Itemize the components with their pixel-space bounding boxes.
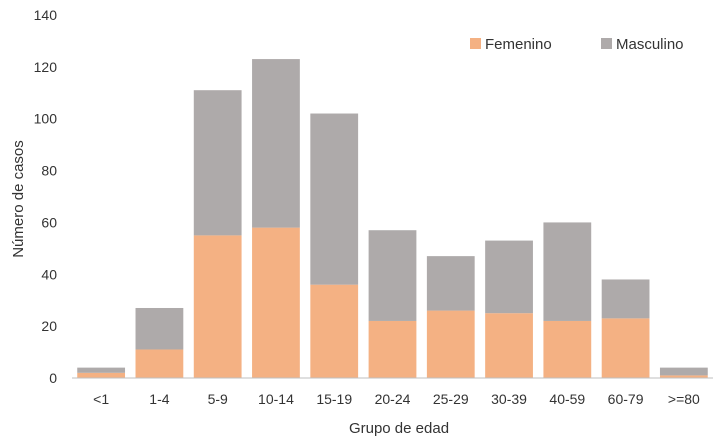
bar-femenino-8 (543, 320, 592, 378)
bar-masculino-6 (426, 256, 475, 311)
bar-masculino-3 (252, 59, 300, 228)
bar-masculino-2 (193, 90, 242, 236)
x-tick-label: 30-39 (491, 391, 527, 407)
y-axis-title: Número de casos (10, 140, 27, 258)
y-tick-label: 60 (41, 214, 57, 230)
bar-masculino-8 (543, 222, 592, 321)
bar-masculino-10 (659, 367, 708, 376)
bar-masculino-5 (368, 230, 417, 321)
x-tick-label: >=80 (668, 391, 700, 407)
legend-label-femenino: Femenino (485, 36, 552, 53)
y-tick-label: 140 (34, 7, 58, 23)
bar-masculino-9 (601, 279, 650, 319)
y-tick-label: 80 (41, 163, 57, 179)
bar-femenino-5 (368, 320, 417, 378)
bar-femenino-4 (310, 284, 359, 378)
y-tick-label: 40 (41, 266, 57, 282)
bar-femenino-9 (601, 318, 650, 378)
bar-femenino-3 (252, 227, 300, 378)
bar-masculino-7 (485, 240, 533, 314)
y-tick-label: 100 (34, 111, 58, 127)
y-tick-label: 120 (34, 59, 58, 75)
bars (77, 59, 708, 378)
bar-femenino-1 (135, 349, 184, 378)
legend-label-masculino: Masculino (616, 36, 684, 53)
x-tick-label: 20-24 (375, 391, 411, 407)
x-tick-label: 5-9 (208, 391, 228, 407)
x-axis-title: Grupo de edad (349, 420, 449, 437)
bar-femenino-10 (659, 375, 708, 378)
x-tick-label: 15-19 (316, 391, 352, 407)
x-tick-label: 1-4 (149, 391, 169, 407)
bar-masculino-1 (135, 307, 184, 350)
y-axis-ticks: 0 20 40 60 80 100 120 140 (34, 7, 58, 386)
bar-femenino-0 (77, 372, 126, 378)
x-tick-label: 10-14 (258, 391, 294, 407)
y-tick-label: 0 (49, 370, 57, 386)
x-tick-label: 60-79 (608, 391, 644, 407)
bar-femenino-2 (193, 235, 242, 378)
y-tick-label: 20 (41, 318, 57, 334)
legend: Femenino Masculino (470, 36, 684, 53)
x-axis-ticks: <1 1-4 5-9 10-14 15-19 20-24 25-29 30-39 40-59 60… (93, 391, 700, 407)
bar-femenino-6 (426, 310, 475, 378)
bar-masculino-4 (310, 113, 359, 285)
x-tick-label: 40-59 (549, 391, 585, 407)
legend-swatch-femenino (470, 38, 481, 49)
bar-femenino-7 (485, 313, 533, 378)
x-tick-label: 25-29 (433, 391, 469, 407)
x-tick-label: <1 (93, 391, 109, 407)
legend-swatch-masculino (601, 38, 612, 49)
bar-masculino-0 (77, 367, 126, 373)
